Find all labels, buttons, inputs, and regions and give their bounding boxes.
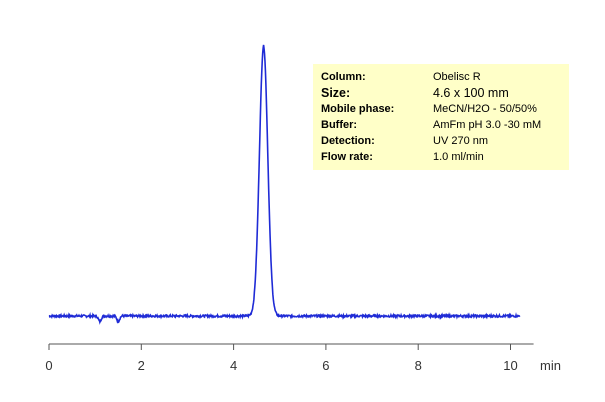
detection-value: UV 270 nm — [433, 135, 489, 147]
buffer-value: AmFm pH 3.0 -30 mM — [433, 119, 542, 131]
info-row-column: Column: Obelisc R — [321, 69, 569, 85]
detection-label: Detection: — [321, 135, 375, 147]
column-label: Column: — [321, 71, 366, 83]
info-row-mobile-phase: Mobile phase: MeCN/H2O - 50/50% — [321, 101, 569, 117]
buffer-label: Buffer: — [321, 119, 358, 131]
x-tick-label: 8 — [415, 358, 422, 373]
size-label: Size: — [321, 86, 351, 100]
chromatogram-trace — [48, 44, 521, 325]
x-axis-unit-label: min — [540, 358, 561, 373]
method-info-box: Column: Obelisc R Size: 4.6 x 100 mm Mob… — [313, 64, 569, 170]
mobile-phase-label: Mobile phase: — [321, 103, 395, 115]
column-value: Obelisc R — [433, 71, 481, 83]
x-tick-label: 6 — [322, 358, 329, 373]
x-tick-label: 4 — [230, 358, 237, 373]
info-row-size: Size: 4.6 x 100 mm — [321, 85, 569, 101]
info-row-detection: Detection: UV 270 nm — [321, 133, 569, 149]
x-tick-label: 10 — [503, 358, 517, 373]
flow-rate-value: 1.0 ml/min — [433, 151, 484, 163]
info-row-buffer: Buffer: AmFm pH 3.0 -30 mM — [321, 117, 569, 133]
flow-rate-label: Flow rate: — [321, 151, 373, 163]
x-tick-label: 0 — [45, 358, 52, 373]
x-tick-label: 2 — [138, 358, 145, 373]
info-row-flow-rate: Flow rate: 1.0 ml/min — [321, 149, 569, 165]
size-value: 4.6 x 100 mm — [433, 86, 509, 100]
mobile-phase-value: MeCN/H2O - 50/50% — [433, 103, 537, 115]
x-axis-ticks: 0 2 4 6 8 10 — [45, 344, 518, 373]
